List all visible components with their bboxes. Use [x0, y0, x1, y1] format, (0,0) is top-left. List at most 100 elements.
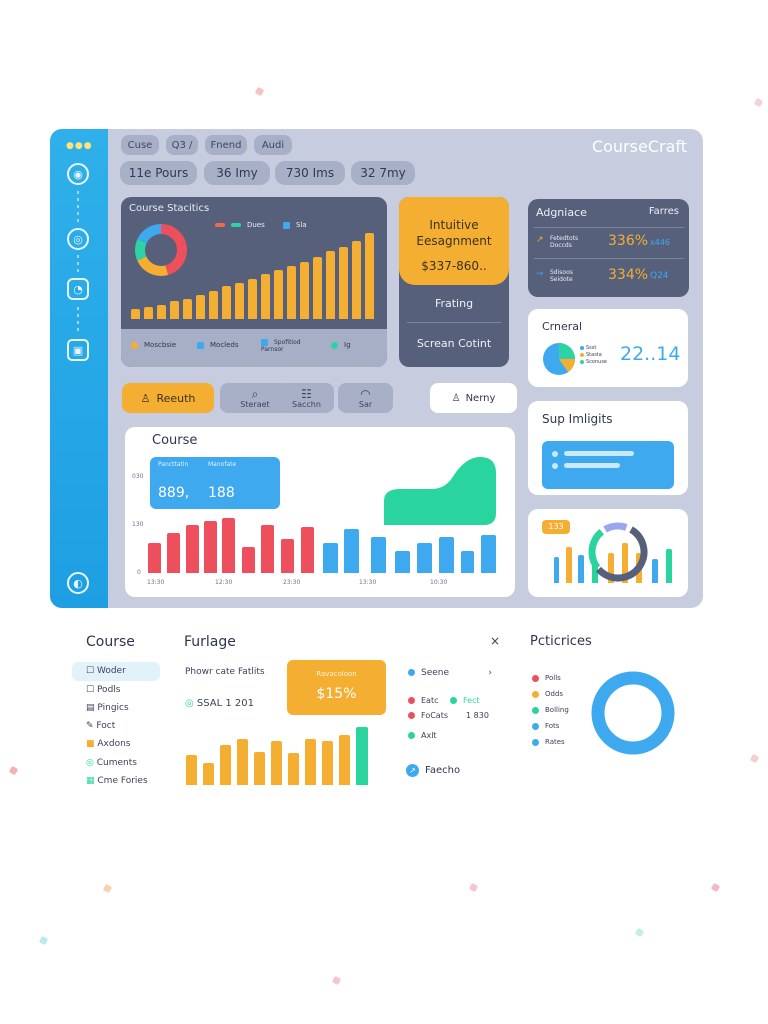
bullet [552, 451, 558, 457]
chart-bar [209, 291, 218, 319]
furlage-subtitle: Phowr cate Fatlits [185, 667, 265, 677]
brand-logo: CourseCraft [591, 137, 687, 156]
close-icon[interactable]: × [490, 634, 501, 648]
nav-item-woder[interactable]: ☐ Woder [86, 666, 126, 676]
chart-bar [220, 745, 231, 785]
nav-item-cuments[interactable]: ◎ Cuments [86, 758, 137, 768]
stat-pill[interactable]: 11e Pours [120, 161, 197, 185]
stat-pill[interactable]: 36 Imy [204, 161, 270, 185]
right-list-item[interactable]: Axlt [408, 731, 437, 740]
settings-icon[interactable]: ◐ [67, 572, 89, 594]
chevron-right-icon[interactable]: › [488, 668, 492, 678]
top-tab[interactable]: Q3 / [166, 135, 198, 155]
chart-bar [183, 299, 192, 319]
legend-item: Sla [283, 221, 307, 229]
assignment-highlight: Intuitive Eesagnment $337-860.. [399, 197, 509, 285]
chart-bar [157, 305, 166, 319]
text-line [564, 451, 634, 456]
legend-item: Odds [532, 686, 569, 702]
toolbar-button[interactable]: ◠ Sar [338, 383, 393, 413]
general-value: 22..14 [620, 343, 681, 365]
arrow-right-icon: → [536, 269, 544, 279]
x-tick: 10:30 [430, 579, 448, 586]
top-tab[interactable]: Audi [254, 135, 292, 155]
nav-item-pingics[interactable]: ▤ Pingics [86, 703, 129, 713]
top-tab[interactable]: Fnend [205, 135, 247, 155]
pie-chart [543, 343, 575, 375]
chart-bar [167, 533, 180, 573]
reports-icon[interactable]: ▣ [67, 339, 89, 361]
chart-bar [288, 753, 299, 785]
user-icon: ♙ [140, 391, 151, 405]
course-chart-panel: Course Pancttatin Manofate 889, 188 030 … [125, 427, 515, 597]
assignment-row[interactable]: Screan Cotint [416, 337, 492, 350]
chart-bar [204, 521, 217, 573]
nav-item-axdons[interactable]: ■ Axdons [86, 739, 131, 749]
chart-bar [326, 251, 335, 319]
right-list-item[interactable]: Eatc [408, 696, 439, 705]
course-nav: ☐ Woder ☐ Podls ▤ Pingics ✎ Foct ■ Axdon… [86, 665, 176, 795]
sup-panel: Sup Imligits [528, 401, 688, 495]
primary-button[interactable]: ♙ Reeuth [122, 383, 214, 413]
footer-item[interactable]: Moscbsie [131, 341, 176, 349]
chart-bar [261, 525, 274, 573]
search-field[interactable]: ♙ Nerny [430, 383, 517, 413]
assignment-row[interactable]: Frating [434, 297, 474, 310]
chart-bar [371, 537, 386, 573]
footer-item[interactable]: Mocleds [197, 341, 239, 349]
info-card: Pancttatin Manofate 889, 188 [150, 457, 280, 509]
confetti-dot [634, 927, 645, 938]
furlage-stat: ◎ SSAL 1 201 [185, 698, 255, 709]
chart-bar [666, 549, 672, 583]
toolbar-button[interactable]: ⌕ Steraet [220, 383, 290, 413]
footer-item[interactable]: Spofitiod Parnsor [261, 339, 301, 353]
chart-bar [395, 551, 410, 573]
nav-item-podls[interactable]: ☐ Podls [86, 685, 121, 695]
legend-item: Bolling [532, 702, 569, 718]
chart-bar [222, 286, 231, 319]
furlage-bar-chart [186, 725, 370, 785]
row-tail: x446 [650, 238, 671, 247]
ring-chart [588, 522, 648, 582]
nav-item-cme-fories[interactable]: ▦ Cme Fories [86, 776, 148, 786]
chart-bar [417, 543, 432, 573]
home-icon[interactable]: ◉ [67, 163, 89, 185]
top-tab[interactable]: Cuse [121, 135, 159, 155]
chart-bar [186, 755, 197, 785]
chart-bar [235, 283, 244, 319]
chart-bar [186, 525, 199, 573]
stat-pill[interactable]: 730 Ims [275, 161, 345, 185]
footer-item[interactable]: Ig [331, 341, 351, 349]
confetti-dot [753, 97, 764, 108]
legend-item: Dues [215, 221, 265, 229]
panel-title: Adgniace [536, 206, 587, 219]
sidebar-divider [77, 307, 79, 335]
doc-icon: ▤ [86, 703, 95, 713]
link-item[interactable]: ↗ Faecho [406, 764, 460, 777]
chart-bar [222, 518, 235, 573]
bar-chart [129, 231, 379, 319]
row-value: 334% [608, 267, 649, 283]
right-list-item[interactable]: FoCats [408, 711, 448, 720]
row-tail: Q24 [650, 271, 669, 281]
right-list-item[interactable]: Seene › [408, 668, 492, 678]
users-icon[interactable]: ◔ [67, 278, 89, 300]
chart-bar [196, 295, 205, 319]
chart-bar [301, 527, 314, 573]
courses-icon[interactable]: ◎ [67, 228, 89, 250]
panel-title: Course Stacitics [129, 203, 210, 214]
confetti-dot [102, 883, 113, 894]
nav-item-foct[interactable]: ✎ Foct [86, 721, 116, 731]
stat-pill[interactable]: 32 7my [351, 161, 415, 185]
confetti-dot [254, 86, 265, 97]
dashboard-window: ●●● ◉ ◎ ◔ ▣ ◐ Cuse Q3 / Fnend Audi Cours… [50, 129, 703, 608]
chart-bar [305, 739, 316, 785]
panel-title: Sup Imligits [542, 412, 613, 426]
y-tick: 130 [132, 521, 144, 528]
toolbar-button[interactable]: ☷ Sacchn [279, 383, 334, 413]
chart-bar [274, 270, 283, 319]
chart-bar [300, 262, 309, 319]
chart-bar [242, 547, 255, 573]
right-list-item[interactable]: Fect [450, 696, 480, 705]
chart-bar [313, 257, 322, 319]
